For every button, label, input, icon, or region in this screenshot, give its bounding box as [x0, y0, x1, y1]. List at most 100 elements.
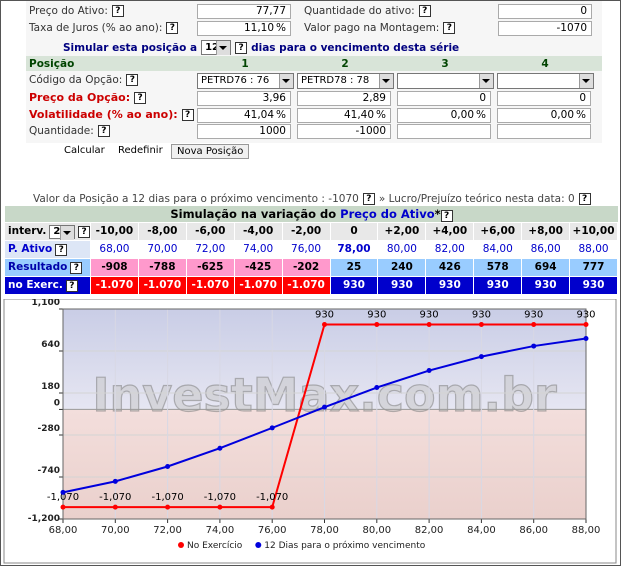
- table-cell: 74,00: [234, 241, 282, 258]
- select-box[interactable]: [497, 73, 594, 89]
- table-cell: +8,00: [522, 223, 570, 240]
- table-cell: 578: [474, 259, 522, 276]
- data-label: 930: [367, 310, 386, 321]
- input-value: 1000: [259, 125, 286, 137]
- data-point: [478, 322, 484, 328]
- column-number: 3: [441, 58, 449, 70]
- input-box[interactable]: 41,40%: [297, 108, 391, 123]
- row-label: Resultado?: [5, 259, 90, 276]
- table-cell: -10,00: [91, 223, 138, 240]
- form-row: Preço do Ativo:?: [29, 5, 124, 17]
- label: Taxa de Juros (% ao ano):: [29, 22, 163, 34]
- input-box[interactable]: 11,10%: [197, 21, 291, 36]
- help-icon[interactable]: ?: [111, 5, 124, 17]
- input-box[interactable]: [497, 124, 591, 139]
- help-icon[interactable]: ?: [126, 74, 139, 86]
- data-label: -1,070: [204, 492, 236, 503]
- input-box[interactable]: 0: [497, 91, 591, 106]
- input-box[interactable]: 1000: [197, 124, 291, 139]
- y-tick-label: 1,100: [32, 299, 60, 308]
- help-icon[interactable]: ?: [55, 243, 68, 256]
- select-arrow: [582, 79, 590, 83]
- select-value: PETRD76 : 76: [201, 75, 270, 86]
- column-number: 2: [341, 58, 349, 70]
- table-cell: 76,00: [282, 241, 330, 258]
- help-icon[interactable]: ?: [134, 91, 147, 104]
- label: Preço da Opção:: [29, 91, 131, 104]
- select-arrow: [63, 230, 72, 235]
- input-box[interactable]: 0: [498, 4, 592, 19]
- button[interactable]: Calcular: [64, 145, 105, 156]
- x-tick-label: 70,00: [101, 525, 130, 536]
- title-link[interactable]: Preço do Ativo: [340, 207, 435, 221]
- input-box[interactable]: -1070: [498, 21, 592, 36]
- table-cell: 72,00: [186, 241, 234, 258]
- help-icon[interactable]: ?: [166, 22, 179, 34]
- table-cell: 88,00: [570, 241, 617, 258]
- column-number: 1: [241, 58, 249, 70]
- select-box[interactable]: PETRD78 : 78: [297, 73, 394, 89]
- input-unit: %: [376, 109, 386, 121]
- input-value: -1070: [556, 22, 587, 34]
- select-box[interactable]: 12: [201, 40, 232, 55]
- help-icon[interactable]: ?: [181, 108, 194, 121]
- x-tick-label: 72,00: [153, 525, 182, 536]
- select-box[interactable]: [397, 73, 494, 89]
- input-box[interactable]: 0,00%: [497, 108, 591, 123]
- button[interactable]: Nova Posição: [171, 144, 250, 159]
- table-title: Simulação na variação do Preço do Ativo*…: [5, 206, 618, 222]
- table-cell: +4,00: [426, 223, 474, 240]
- data-point: [322, 404, 327, 410]
- select-box[interactable]: 2: [49, 224, 76, 240]
- form-row: Simular esta posição a 12? dias para o ven…: [63, 40, 459, 55]
- input-box[interactable]: 0,00%: [397, 108, 491, 123]
- data-point: [374, 385, 380, 391]
- input-box[interactable]: [397, 124, 491, 139]
- y-tick-label: 640: [41, 340, 60, 350]
- title-text: Simulação na variação do: [170, 207, 337, 221]
- help-icon[interactable]: ?: [578, 193, 591, 205]
- legend-label: No Exercício: [187, 541, 243, 551]
- table-cell: -1.070: [186, 277, 234, 294]
- label: Código da Opção:: [29, 74, 123, 86]
- input-box[interactable]: 41,04%: [197, 108, 291, 123]
- table-cell: -202: [282, 259, 330, 276]
- input-value: 0,00: [450, 109, 475, 121]
- plot-border: [62, 308, 587, 520]
- help-icon[interactable]: ?: [362, 193, 375, 205]
- input-value: 0: [580, 5, 587, 17]
- help-icon[interactable]: ?: [443, 22, 456, 34]
- select-arrow: [219, 46, 228, 50]
- table-cell: 70,00: [138, 241, 186, 258]
- legend-label: 12 Dias para o próximo vencimento: [264, 540, 425, 551]
- select-value: PETRD78 : 78: [301, 75, 370, 86]
- input-box[interactable]: 2,89: [297, 91, 391, 106]
- table-cell: -1.070: [138, 277, 186, 294]
- data-point: [269, 425, 275, 431]
- data-point: [165, 504, 171, 510]
- table-cell: 426: [426, 259, 474, 276]
- help-icon[interactable]: ?: [440, 210, 453, 222]
- input-box[interactable]: 3,96: [197, 91, 291, 106]
- help-icon[interactable]: ?: [235, 41, 248, 54]
- help-icon[interactable]: ?: [70, 261, 83, 274]
- help-icon[interactable]: ?: [78, 225, 90, 238]
- input-box[interactable]: -1000: [297, 124, 391, 139]
- title-text: *: [434, 207, 441, 221]
- help-icon[interactable]: ?: [97, 125, 110, 137]
- button[interactable]: Redefinir: [118, 145, 163, 156]
- help-icon[interactable]: ?: [65, 279, 78, 292]
- label: Resultado: [8, 261, 68, 273]
- input-unit: %: [276, 22, 286, 34]
- data-label: -1,070: [151, 492, 183, 503]
- table-cell: -8,00: [138, 223, 186, 240]
- data-label: 930: [420, 310, 439, 321]
- table-cell: 930: [378, 277, 426, 294]
- select-box[interactable]: PETRD76 : 76: [197, 73, 294, 89]
- table-cell: 240: [378, 259, 426, 276]
- input-box[interactable]: 0: [397, 91, 491, 106]
- data-point: [426, 368, 432, 374]
- input-box[interactable]: 77,77: [197, 4, 291, 19]
- help-icon[interactable]: ?: [418, 5, 431, 17]
